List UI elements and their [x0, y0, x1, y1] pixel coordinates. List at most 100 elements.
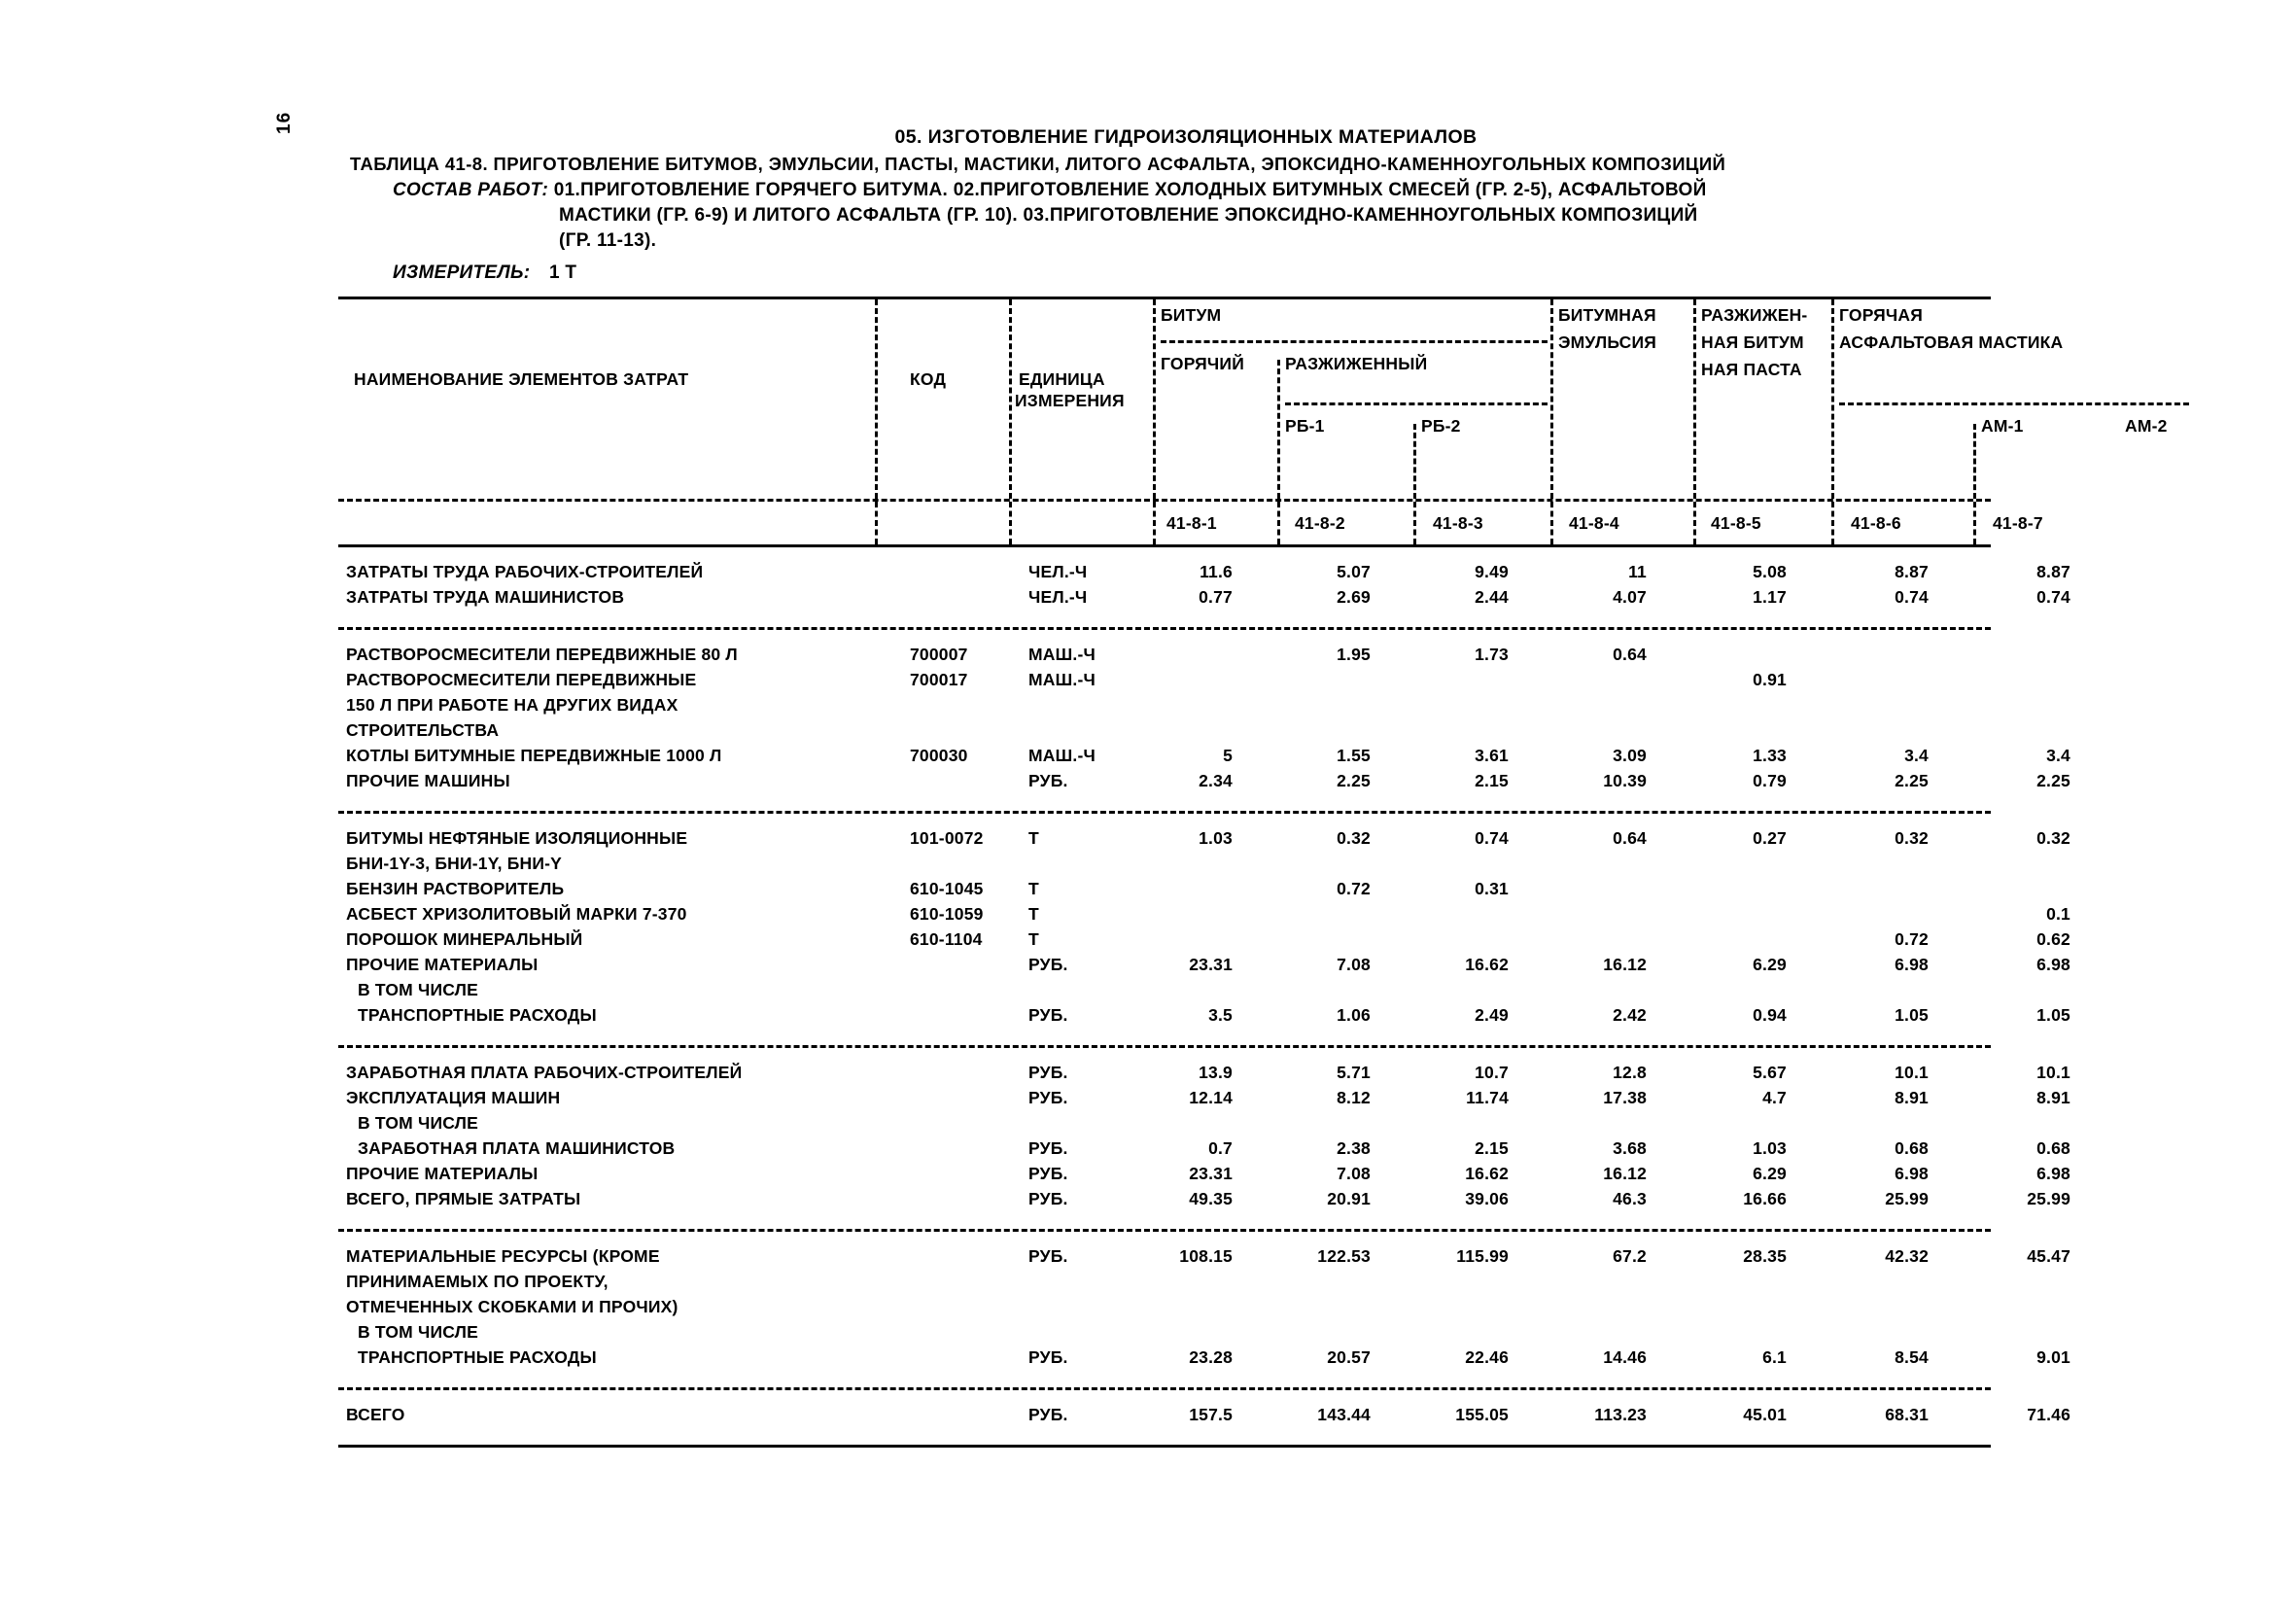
- cell-value: 1.33: [1753, 746, 1787, 765]
- row-label: В ТОМ ЧИСЛЕ: [358, 980, 479, 999]
- cell-value: 8.91: [2036, 1088, 2070, 1107]
- cell-value: 3.4: [1904, 746, 1929, 765]
- table-row: КОТЛЫ БИТУМНЫЕ ПЕРЕДВИЖНЫЕ 1000 Л 700030 М…: [338, 746, 2070, 771]
- header-group-pasta-l1: РАЗЖИЖЕН-: [1701, 305, 1808, 325]
- column-code-3: 41-8-3: [1433, 513, 1483, 533]
- cell-value: 49.35: [1189, 1189, 1233, 1208]
- row-unit: ЧЕЛ.-Ч: [1028, 562, 1088, 581]
- row-unit: РУБ.: [1028, 1063, 1068, 1082]
- row-label: АСБЕСТ ХРИЗОЛИТОВЫЙ МАРКИ 7-370: [346, 904, 687, 924]
- cell-value: 1.05: [2036, 1005, 2070, 1025]
- section-spacer: [338, 1031, 1991, 1045]
- cell-value: 46.3: [1613, 1189, 1647, 1208]
- row-label: ЗАРАБОТНАЯ ПЛАТА РАБОЧИХ-СТРОИТЕЛЕЙ: [346, 1063, 743, 1082]
- cell-value: 5.71: [1337, 1063, 1371, 1082]
- vline-rb1-rb2: [1413, 424, 1416, 499]
- row-label: СТРОИТЕЛЬСТВА: [346, 720, 500, 740]
- table-row: ПРОЧИЕ МАТЕРИАЛЫ РУБ. 23.31 7.08 16.62 16.12 6…: [338, 1164, 2070, 1189]
- cell-value: 4.07: [1613, 587, 1647, 607]
- row-unit: РУБ.: [1028, 1088, 1068, 1107]
- cell-value: 6.98: [1895, 1164, 1929, 1183]
- cell-value: 5.67: [1753, 1063, 1787, 1082]
- cell-value: 2.15: [1475, 1138, 1509, 1158]
- cell-value: 5.07: [1337, 562, 1371, 581]
- row-label: ЗАРАБОТНАЯ ПЛАТА МАШИНИСТОВ: [358, 1138, 676, 1158]
- row-unit: ЧЕЛ.-Ч: [1028, 587, 1088, 607]
- cell-value: 9.49: [1475, 562, 1509, 581]
- cell-value: 22.46: [1465, 1347, 1509, 1367]
- cell-value: 3.68: [1613, 1138, 1647, 1158]
- cell-value: 10.1: [2036, 1063, 2070, 1082]
- cell-value: 2.44: [1475, 587, 1509, 607]
- cell-value: 16.62: [1465, 1164, 1509, 1183]
- section-rule: [338, 1445, 1991, 1448]
- cell-value: 10.1: [1895, 1063, 1929, 1082]
- row-label: БИТУМЫ НЕФТЯНЫЕ ИЗОЛЯЦИОННЫЕ: [346, 828, 688, 848]
- column-code-6: 41-8-6: [1851, 513, 1901, 533]
- hrule-above-codes: [338, 499, 1991, 502]
- header-group-bitum: БИТУМ: [1161, 305, 1222, 325]
- cell-value: 17.38: [1603, 1088, 1647, 1107]
- section-rule: [338, 627, 1991, 630]
- cell-value: 0.32: [1895, 828, 1929, 848]
- cell-value: 1.73: [1475, 645, 1509, 664]
- table-row: ЗАРАБОТНАЯ ПЛАТА МАШИНИСТОВ РУБ. 0.7 2.38 2.…: [338, 1138, 2070, 1164]
- section-spacer: [338, 814, 1991, 828]
- cell-value: 8.91: [1895, 1088, 1929, 1107]
- vline-unit-bitum: [1153, 299, 1156, 499]
- row-code: 101-0072: [910, 828, 984, 848]
- row-label: ВСЕГО: [346, 1405, 405, 1424]
- row-label: БЕНЗИН РАСТВОРИТЕЛЬ: [346, 879, 565, 898]
- cell-value: 16.12: [1603, 955, 1647, 974]
- cell-value: 67.2: [1613, 1246, 1647, 1266]
- cell-value: 6.29: [1753, 1164, 1787, 1183]
- table-row: ВСЕГО, ПРЯМЫЕ ЗАТРАТЫ РУБ. 49.35 20.91 39.06…: [338, 1189, 2070, 1214]
- cell-value: 14.46: [1603, 1347, 1647, 1367]
- table-section: ЗАТРАТЫ ТРУДА РАБОЧИХ-СТРОИТЕЛЕЙ ЧЕЛ.-Ч 11…: [338, 562, 2070, 612]
- cell-value: 1.03: [1199, 828, 1233, 848]
- table-title: ТАБЛИЦА 41-8. ПРИГОТОВЛЕНИЕ БИТУМОВ, ЭМУ…: [350, 154, 1726, 174]
- hrule-under-razzhizhenny: [1285, 402, 1548, 405]
- cell-value: 0.91: [1753, 670, 1787, 689]
- cell-value: 4.7: [1762, 1088, 1787, 1107]
- section-spacer: [338, 1390, 1991, 1405]
- cell-value: 0.94: [1753, 1005, 1787, 1025]
- row-unit: МАШ.-Ч: [1028, 645, 1096, 664]
- row-unit: Т: [1028, 929, 1039, 949]
- cell-value: 68.31: [1885, 1405, 1929, 1424]
- section-rule: [338, 1045, 1991, 1048]
- cell-value: 157.5: [1189, 1405, 1233, 1424]
- row-label: МАТЕРИАЛЬНЫЕ РЕСУРСЫ (КРОМЕ: [346, 1246, 660, 1266]
- row-label: ВСЕГО, ПРЯМЫЕ ЗАТРАТЫ: [346, 1189, 581, 1208]
- cell-value: 0.74: [1475, 828, 1509, 848]
- cell-value: 0.72: [1337, 879, 1371, 898]
- cell-value: 11.74: [1466, 1088, 1509, 1107]
- cell-value: 10.39: [1603, 771, 1647, 790]
- cell-value: 2.49: [1475, 1005, 1509, 1025]
- cell-value: 13.9: [1199, 1063, 1233, 1082]
- cell-value: 11: [1628, 562, 1647, 581]
- works-line-3-wrap: (ГР. 11-13).: [350, 230, 2022, 252]
- header-am1: АМ-1: [1981, 416, 2024, 436]
- header-am2: АМ-2: [2125, 416, 2168, 436]
- header-group-emulsia-l2: ЭМУЛЬСИЯ: [1558, 332, 1657, 352]
- table-row: В ТОМ ЧИСЛЕ: [338, 1322, 1991, 1347]
- cell-value: 25.99: [1885, 1189, 1929, 1208]
- row-label: РАСТВОРОСМЕСИТЕЛИ ПЕРЕДВИЖНЫЕ: [346, 670, 697, 689]
- cell-value: 122.53: [1317, 1246, 1371, 1266]
- header-name-col: НАИМЕНОВАНИЕ ЭЛЕМЕНТОВ ЗАТРАТ: [354, 369, 689, 389]
- cell-value: 2.25: [1895, 771, 1929, 790]
- header-rb1: РБ-1: [1285, 416, 1325, 436]
- section-spacer: [338, 1373, 1991, 1387]
- cell-value: 113.23: [1594, 1405, 1647, 1424]
- page-number: 16: [274, 111, 295, 134]
- table-section: РАСТВОРОСМЕСИТЕЛИ ПЕРЕДВИЖНЫЕ 80 Л 700007…: [338, 645, 2070, 796]
- cell-value: 25.99: [2027, 1189, 2070, 1208]
- table-row: БНИ-1Y-3, БНИ-1Y, БНИ-Y: [338, 854, 1991, 879]
- section-rule: [338, 1387, 1991, 1390]
- row-unit: МАШ.-Ч: [1028, 746, 1096, 765]
- cell-value: 6.98: [1895, 955, 1929, 974]
- measure-line: ИЗМЕРИТЕЛЬ: 1 Т: [350, 262, 2022, 284]
- row-label: ОТМЕЧЕННЫХ СКОБКАМИ И ПРОЧИХ): [346, 1297, 678, 1316]
- row-label: ПОРОШОК МИНЕРАЛЬНЫЙ: [346, 929, 583, 949]
